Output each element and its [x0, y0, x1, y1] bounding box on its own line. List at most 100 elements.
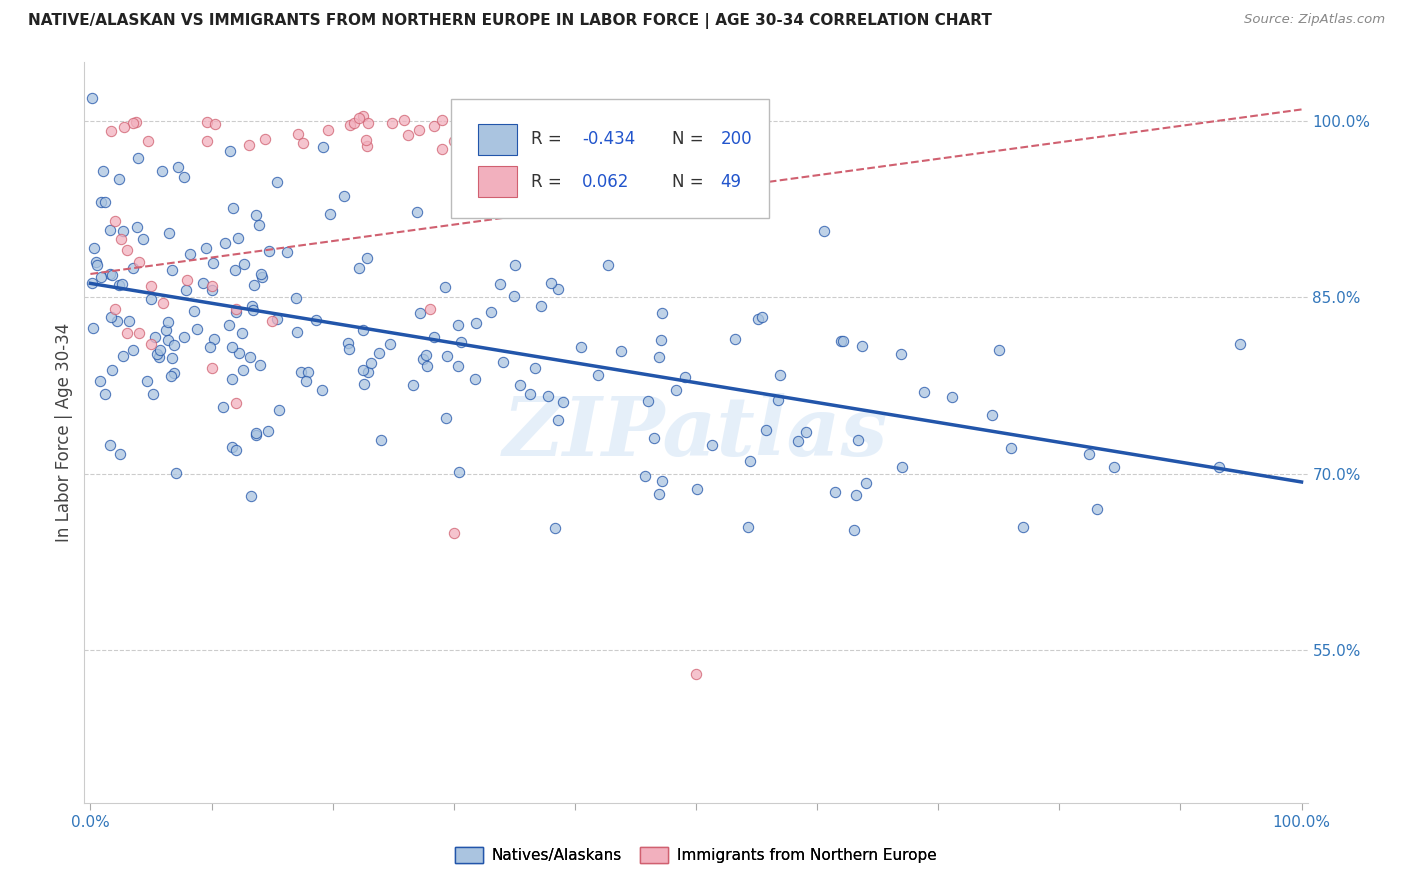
Text: 0.062: 0.062	[582, 173, 630, 191]
Point	[637, 394, 659, 409]
Point	[794, 425, 817, 439]
Point	[157, 334, 180, 348]
Point	[104, 302, 127, 317]
Point	[233, 257, 256, 271]
Point	[91, 164, 114, 178]
Point	[544, 521, 567, 535]
Point	[84, 255, 107, 269]
Point	[191, 276, 214, 290]
Point	[173, 330, 195, 344]
Point	[225, 396, 247, 410]
Point	[127, 151, 149, 165]
Point	[98, 268, 121, 282]
Point	[221, 440, 243, 454]
Point	[519, 386, 541, 401]
Point	[430, 142, 453, 156]
Point	[121, 343, 143, 357]
Point	[276, 244, 298, 259]
Point	[285, 326, 308, 340]
Point	[523, 360, 546, 375]
Point	[173, 170, 195, 185]
Point	[249, 358, 271, 372]
Point	[139, 278, 162, 293]
Point	[685, 666, 707, 681]
Point	[354, 132, 377, 146]
Point	[80, 91, 103, 105]
Point	[547, 413, 569, 427]
Point	[353, 377, 375, 392]
Point	[200, 361, 222, 376]
Point	[167, 161, 190, 175]
Point	[430, 113, 453, 128]
Point	[242, 278, 264, 293]
Point	[357, 365, 380, 379]
Point	[146, 347, 169, 361]
Point	[766, 393, 789, 408]
Point	[110, 232, 132, 246]
Text: R =: R =	[531, 173, 567, 191]
Point	[418, 302, 440, 317]
Point	[319, 207, 342, 221]
Point	[139, 293, 162, 307]
Point	[447, 181, 470, 195]
Point	[257, 424, 280, 438]
Point	[596, 258, 619, 272]
Point	[212, 400, 235, 414]
Point	[179, 247, 201, 261]
Point	[157, 226, 180, 240]
Text: Source: ZipAtlas.com: Source: ZipAtlas.com	[1244, 13, 1385, 27]
Point	[225, 302, 247, 317]
Point	[115, 326, 138, 340]
Y-axis label: In Labor Force | Age 30-34: In Labor Force | Age 30-34	[55, 323, 73, 542]
Point	[352, 363, 374, 377]
Point	[830, 334, 852, 349]
Text: ZIPatlas: ZIPatlas	[503, 392, 889, 473]
Point	[755, 423, 778, 437]
Point	[751, 310, 773, 325]
Point	[200, 278, 222, 293]
Point	[232, 362, 254, 376]
Point	[90, 270, 112, 285]
Point	[186, 322, 208, 336]
Point	[160, 351, 183, 366]
Point	[845, 488, 868, 502]
Point	[312, 140, 335, 154]
Point	[124, 115, 146, 129]
Point	[1104, 460, 1126, 475]
Point	[201, 256, 224, 270]
Point	[851, 339, 873, 353]
Point	[451, 127, 474, 141]
Point	[94, 387, 117, 401]
Text: NATIVE/ALASKAN VS IMMIGRANTS FROM NORTHERN EUROPE IN LABOR FORCE | AGE 30-34 COR: NATIVE/ALASKAN VS IMMIGRANTS FROM NORTHE…	[28, 13, 993, 29]
Point	[80, 276, 103, 290]
Point	[1000, 442, 1022, 456]
Point	[464, 120, 486, 134]
Point	[980, 409, 1002, 423]
Point	[409, 306, 432, 320]
Point	[100, 124, 122, 138]
Point	[198, 340, 221, 354]
Point	[225, 443, 247, 458]
Point	[160, 263, 183, 277]
Point	[380, 337, 402, 351]
Point	[94, 194, 117, 209]
Point	[115, 244, 138, 258]
Point	[443, 525, 465, 540]
Text: N =: N =	[672, 173, 709, 191]
Point	[242, 303, 264, 318]
Point	[221, 372, 243, 386]
Point	[509, 377, 531, 392]
Text: 49: 49	[720, 173, 741, 191]
Point	[503, 289, 526, 303]
Point	[111, 349, 134, 363]
Point	[157, 315, 180, 329]
Point	[352, 322, 374, 336]
Point	[408, 123, 430, 137]
Point	[176, 273, 198, 287]
Point	[651, 474, 673, 488]
Point	[1078, 447, 1101, 461]
Point	[464, 372, 486, 386]
Point	[342, 116, 364, 130]
Point	[1085, 501, 1108, 516]
Point	[291, 136, 314, 150]
